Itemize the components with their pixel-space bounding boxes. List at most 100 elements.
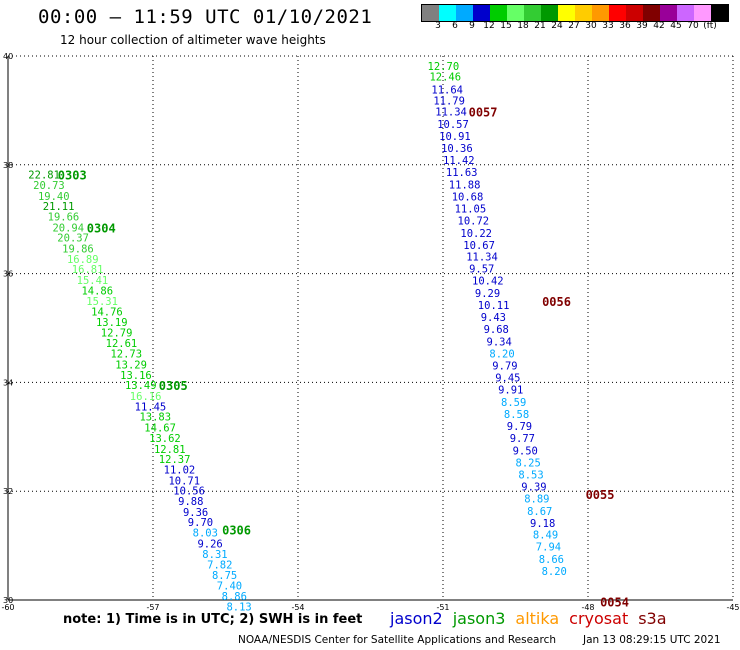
- time-label: 0306: [222, 523, 251, 537]
- swh-point-label: 12.70: [428, 61, 460, 73]
- legend-swatch: [524, 5, 541, 21]
- swh-point-label: 11.88: [449, 179, 481, 191]
- swh-point-label: 10.91: [439, 131, 471, 143]
- swh-point-label: 7.94: [536, 542, 561, 554]
- swh-point-label: 7.82: [207, 560, 232, 572]
- satellite-legend-jason2: jason2: [390, 609, 443, 628]
- footer-credit: NOAA/NESDIS Center for Satellite Applica…: [238, 634, 556, 646]
- swh-point-label: 12.46: [429, 72, 461, 84]
- legend-label: 70: [687, 21, 699, 31]
- swh-point-label: 8.86: [222, 591, 247, 603]
- legend-swatch: [490, 5, 507, 21]
- swh-point-label: 20.94: [52, 222, 84, 234]
- swh-point-label: 9.79: [507, 421, 532, 433]
- color-scale-legend: [421, 4, 729, 22]
- x-tick-label: -51: [436, 603, 449, 612]
- time-label: 0056: [542, 295, 571, 309]
- legend-label: 33: [602, 21, 614, 31]
- swh-point-label: 8.75: [212, 570, 237, 582]
- page-subtitle: 12 hour collection of altimeter wave hei…: [60, 33, 326, 47]
- swh-point-label: 19.66: [48, 211, 80, 223]
- swh-point-label: 11.45: [135, 401, 167, 413]
- legend-swatch: [541, 5, 558, 21]
- swh-point-label: 10.36: [441, 143, 473, 155]
- swh-point-label: 13.49: [125, 380, 157, 392]
- swh-point-label: 13.29: [115, 359, 147, 371]
- swh-point-label: 8.25: [516, 457, 541, 469]
- footer-timestamp: Jan 13 08:29:15 UTC 2021: [583, 634, 721, 646]
- y-tick-label: 40: [3, 52, 13, 61]
- swh-point-label: 9.88: [178, 496, 203, 508]
- x-tick-label: -60: [1, 603, 14, 612]
- swh-point-label: 9.34: [487, 337, 512, 349]
- swh-point-label: 12.37: [159, 454, 191, 466]
- legend-label: 6: [452, 21, 458, 31]
- swh-point-label: 9.77: [510, 433, 535, 445]
- swh-point-label: 11.63: [446, 167, 478, 179]
- swh-point-label: 8.03: [193, 528, 218, 540]
- swh-point-label: 9.39: [521, 481, 546, 493]
- swh-point-label: 8.59: [501, 397, 526, 409]
- time-label: 0303: [58, 169, 87, 183]
- swh-point-label: 11.05: [455, 203, 487, 215]
- legend-label: 30: [585, 21, 597, 31]
- swh-point-label: 8.67: [527, 506, 552, 518]
- swh-point-label: 8.13: [226, 602, 251, 614]
- swh-point-label: 8.31: [202, 549, 227, 561]
- swh-point-label: 8.53: [518, 469, 543, 481]
- satellite-legend-cryosat: cryosat: [569, 609, 629, 628]
- x-tick-label: -48: [581, 603, 594, 612]
- legend-label: (ft): [703, 21, 717, 31]
- satellite-legend-s3a: s3a: [638, 609, 667, 628]
- swh-point-label: 9.68: [484, 324, 509, 336]
- swh-point-label: 14.76: [91, 307, 123, 319]
- satellite-legend-altika: altika: [515, 609, 560, 628]
- legend-swatch: [439, 5, 456, 21]
- legend-label: 36: [619, 21, 631, 31]
- legend-label: 21: [534, 21, 546, 31]
- swh-point-label: 10.57: [437, 119, 469, 131]
- legend-swatch: [711, 5, 728, 21]
- y-tick-label: 32: [3, 487, 13, 496]
- legend-swatch: [592, 5, 609, 21]
- swh-point-label: 8.49: [533, 530, 558, 542]
- swh-point-label: 10.42: [472, 276, 504, 288]
- swh-point-label: 8.20: [489, 349, 514, 361]
- swh-point-label: 22.81: [28, 170, 60, 182]
- legend-swatch: [660, 5, 677, 21]
- y-tick-label: 36: [3, 270, 13, 279]
- swh-point-label: 13.62: [149, 433, 181, 445]
- swh-point-label: 19.86: [62, 244, 94, 256]
- swh-point-label: 8.20: [542, 566, 567, 578]
- legend-swatch: [694, 5, 711, 21]
- swh-point-label: 12.79: [101, 327, 133, 339]
- swh-point-label: 15.31: [86, 296, 118, 308]
- time-label: 0304: [87, 221, 116, 235]
- swh-point-label: 10.72: [458, 215, 490, 227]
- swh-point-label: 16.16: [130, 391, 162, 403]
- time-label: 0054: [600, 596, 629, 610]
- legend-label: 27: [568, 21, 580, 31]
- swh-point-label: 9.43: [481, 312, 506, 324]
- legend-label: 24: [551, 21, 563, 31]
- legend-label: 3: [435, 21, 441, 31]
- y-tick-label: 38: [3, 161, 13, 170]
- swh-point-label: 9.29: [475, 288, 500, 300]
- legend-swatch: [422, 5, 439, 21]
- legend-label: 15: [500, 21, 512, 31]
- swh-point-label: 8.89: [524, 493, 549, 505]
- legend-swatch: [456, 5, 473, 21]
- legend-swatch: [609, 5, 626, 21]
- x-tick-label: -54: [291, 603, 304, 612]
- swh-point-label: 11.79: [433, 96, 465, 108]
- swh-point-label: 9.18: [530, 518, 555, 530]
- swh-point-label: 13.19: [96, 317, 128, 329]
- swh-point-label: 11.02: [164, 464, 196, 476]
- swh-point-label: 13.16: [120, 370, 152, 382]
- swh-point-label: 10.11: [478, 300, 510, 312]
- legend-label: 45: [670, 21, 682, 31]
- swh-point-label: 11.42: [443, 155, 475, 167]
- swh-point-label: 20.37: [57, 233, 89, 245]
- swh-point-label: 9.50: [513, 445, 538, 457]
